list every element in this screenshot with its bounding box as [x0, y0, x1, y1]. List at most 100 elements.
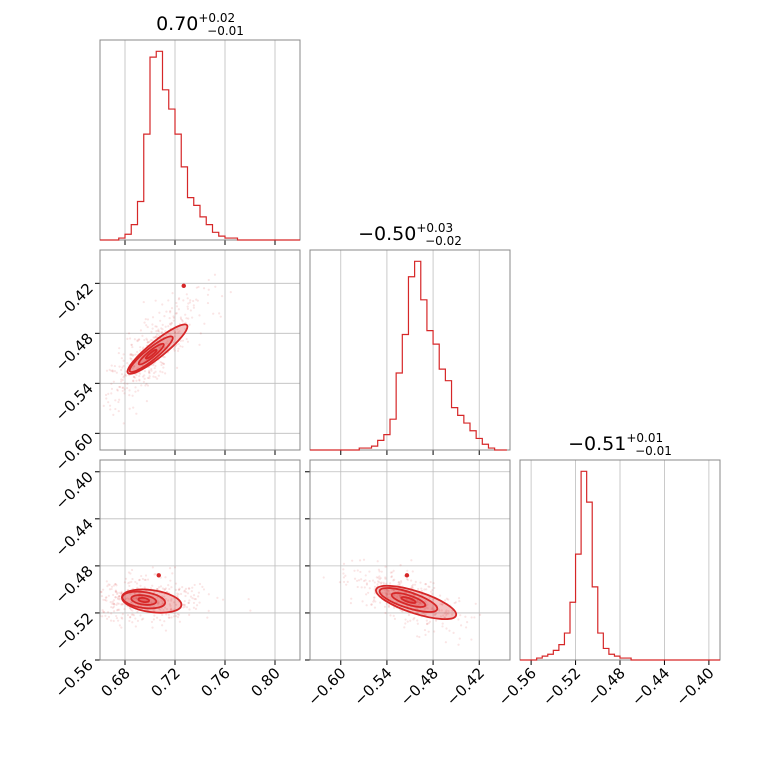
- pair-2-1-sample-point: [172, 347, 175, 351]
- pair-3-1-sample-point: [114, 590, 118, 594]
- pair-2-1-sample-point: [154, 335, 157, 339]
- pair-3-1-sample-point: [161, 602, 164, 605]
- pair-2-1-sample-point: [122, 359, 125, 362]
- pair-2-1-sample-point: [113, 364, 117, 368]
- pair-2-1-sample-point: [153, 336, 156, 339]
- pair-2-1-sample-point: [126, 362, 129, 365]
- pair-3-1-sample-point: [134, 580, 137, 584]
- pair-2-1-sample-point: [154, 335, 158, 338]
- pair-3-2-sample-point: [400, 581, 403, 584]
- pair-2-1-sample-point: [124, 373, 127, 376]
- pair-3-1-sample-point: [116, 597, 120, 601]
- pair-3-1-sample-point: [134, 617, 137, 620]
- pair-3-1-sample-point: [163, 588, 166, 591]
- pair-3-2-sample-point: [428, 620, 432, 623]
- diag-3-xtick-label: −0.56: [495, 664, 540, 709]
- pair-3-2-sample-point: [416, 599, 419, 602]
- pair-2-1-sample-point: [218, 312, 221, 315]
- pair-3-2-sample-point: [427, 622, 430, 625]
- pair-2-1-sample-point: [176, 349, 180, 353]
- pair-3-2-sample-point: [384, 591, 387, 594]
- pair-3-1-sample-point: [173, 612, 176, 615]
- pair-3-2-sample-point: [384, 576, 387, 579]
- pair-3-1-sample-point: [96, 588, 98, 590]
- pair-3-1-sample-point: [152, 605, 155, 608]
- pair-3-1-sample-point: [96, 610, 98, 612]
- pair-3-1-sample-point: [92, 598, 94, 600]
- pair-3-1-sample-point: [167, 584, 170, 587]
- pair-3-1-sample-point: [101, 609, 104, 612]
- pair-3-2-sample-point: [373, 585, 377, 588]
- pair-2-1-sample-point: [177, 347, 180, 350]
- pair-3-1-sample-point: [130, 613, 133, 616]
- pair-3-1-sample-point: [161, 600, 164, 603]
- pair-3-2-sample-point: [389, 614, 392, 617]
- pair-2-1-sample-point: [165, 342, 168, 345]
- pair-3-1-sample-point: [136, 586, 139, 589]
- pair-2-1-sample-point: [130, 353, 134, 356]
- pair-2-1-sample-point: [123, 388, 126, 391]
- pair-2-1-sample-point: [164, 325, 167, 328]
- pair-2-1-sample-point: [206, 293, 210, 296]
- pair-3-1-sample-point: [110, 612, 113, 615]
- pair-2-1-sample-point: [162, 362, 166, 366]
- pair-3-1-sample-point: [124, 577, 128, 580]
- pair-2-1-sample-point: [138, 379, 141, 382]
- pair-3-1-sample-point: [9, 586, 11, 588]
- pair-2-1-sample-point: [130, 343, 133, 347]
- pair-3-1-sample-point: [156, 587, 159, 591]
- pair-3-1-sample-point: [37, 593, 39, 595]
- pair-2-1-sample-point: [175, 366, 179, 369]
- pair-2-1-sample-point: [159, 370, 162, 373]
- pair-2-1-sample-point: [179, 345, 182, 348]
- pair-3-2-sample-point: [416, 622, 419, 625]
- pair-3-1-sample-point: [106, 611, 110, 614]
- pair-3-1-sample-point: [96, 590, 98, 592]
- pair-2-1-sample-point: [192, 306, 196, 309]
- pair-3-2-sample-point: [379, 577, 382, 580]
- pair-2-1-sample-point: [144, 318, 147, 321]
- pair-2-1-sample-point: [146, 318, 150, 321]
- pair-3-2-sample-point: [459, 624, 463, 627]
- pair-3-2-sample-point: [426, 603, 429, 606]
- pair-3-1-sample-point: [114, 589, 117, 592]
- pair-2-1-sample-point: [109, 408, 112, 411]
- pair-2-1-ytick-label: −0.60: [52, 429, 97, 474]
- pair-2-1-sample-point: [151, 339, 154, 342]
- pair-2-1-sample-point: [170, 321, 173, 324]
- pair-3-1-sample-point: [123, 608, 126, 611]
- pair-2-1-sample-point: [173, 335, 176, 338]
- pair-3-2-sample-point: [378, 578, 381, 581]
- pair-3-2-sample-point: [373, 596, 376, 599]
- pair-2-1-sample-point: [120, 373, 124, 376]
- pair-3-2-sample-point: [433, 608, 436, 611]
- pair-3-1-sample-point: [193, 597, 196, 601]
- pair-3-2-sample-point: [445, 609, 448, 612]
- pair-3-1-sample-point: [88, 586, 90, 588]
- pair-3-1-sample-point: [149, 605, 152, 608]
- pair-3-2-sample-point: [433, 613, 436, 617]
- pair-3-1-sample-point: [120, 616, 123, 619]
- pair-3-2-sample-point: [349, 602, 353, 605]
- pair-3-2-sample-point: [451, 609, 454, 612]
- pair-3-1-sample-point: [112, 584, 116, 587]
- pair-3-2-sample-point: [372, 598, 376, 602]
- pair-2-1-sample-point: [130, 353, 133, 356]
- pair-3-1-sample-point: [182, 606, 185, 609]
- pair-2-1-sample-point: [137, 338, 140, 341]
- pair-2-1-sample-point: [135, 379, 138, 382]
- pair-3-2-sample-point: [428, 585, 431, 588]
- pair-2-1-sample-point: [187, 302, 190, 305]
- pair-3-2-sample-point: [368, 587, 371, 590]
- pair-3-2-sample-point: [429, 590, 433, 593]
- pair-2-1-sample-point: [118, 365, 121, 368]
- pair-3-2-sample-point: [378, 575, 381, 578]
- pair-2-1-sample-point: [155, 330, 158, 333]
- pair-3-2-sample-point: [385, 594, 388, 597]
- pair-2-1-sample-point: [105, 369, 109, 372]
- pair-2-1-sample-point: [167, 325, 170, 328]
- pair-3-1-sample-point: [177, 593, 180, 596]
- pair-3-1-sample-point: [123, 581, 127, 584]
- pair-2-1-sample-point: [132, 380, 135, 383]
- pair-3-2-sample-point: [434, 619, 438, 622]
